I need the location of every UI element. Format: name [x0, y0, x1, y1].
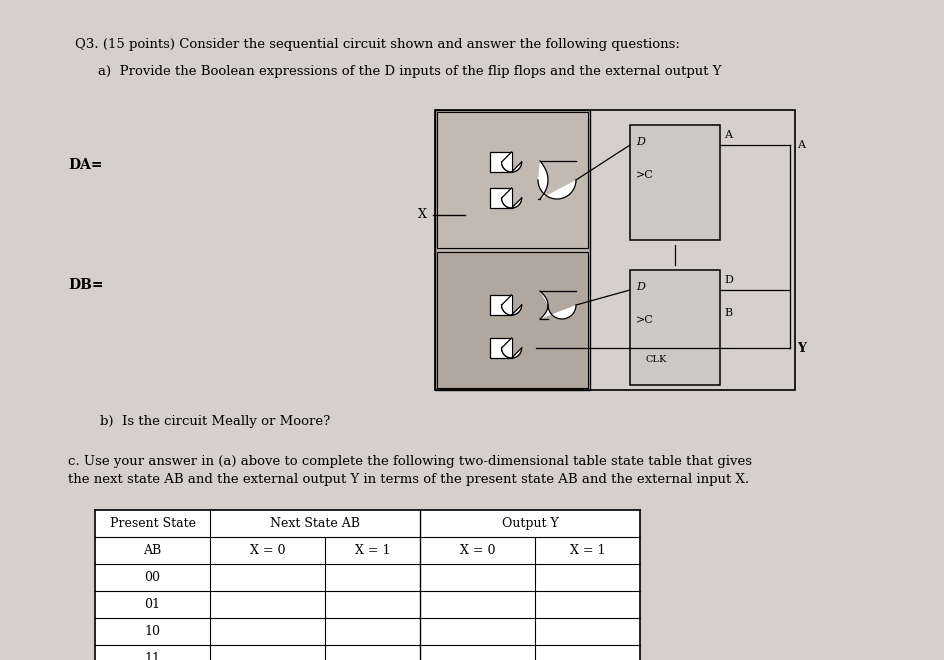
- Bar: [490, 295, 511, 315]
- Text: Next State AB: Next State AB: [270, 517, 360, 530]
- Text: 00: 00: [144, 571, 160, 584]
- Bar: [434, 110, 794, 390]
- Text: X: X: [417, 209, 427, 222]
- Text: c. Use your answer in (a) above to complete the following two-dimensional table : c. Use your answer in (a) above to compl…: [68, 455, 751, 468]
- Bar: [630, 125, 719, 240]
- Text: D: D: [635, 282, 644, 292]
- Polygon shape: [501, 152, 521, 172]
- Text: DA=: DA=: [68, 158, 102, 172]
- Bar: [490, 188, 511, 208]
- Text: a)  Provide the Boolean expressions of the D inputs of the flip flops and the ex: a) Provide the Boolean expressions of th…: [98, 65, 720, 78]
- Text: A: A: [723, 130, 732, 140]
- Text: 01: 01: [144, 598, 160, 611]
- Text: X = 1: X = 1: [354, 544, 390, 557]
- Text: b)  Is the circuit Meally or Moore?: b) Is the circuit Meally or Moore?: [100, 415, 329, 428]
- Text: Q3. (15 points) Consider the sequential circuit shown and answer the following q: Q3. (15 points) Consider the sequential …: [75, 38, 679, 51]
- Bar: [490, 338, 511, 358]
- Bar: [436, 112, 587, 248]
- Text: Output Y: Output Y: [501, 517, 558, 530]
- Bar: [95, 510, 639, 660]
- Text: Y: Y: [796, 341, 805, 354]
- Polygon shape: [537, 161, 576, 199]
- Text: X = 1: X = 1: [569, 544, 604, 557]
- Text: the next state AB and the external output Y in terms of the present state AB and: the next state AB and the external outpu…: [68, 473, 749, 486]
- Text: 11: 11: [144, 652, 160, 660]
- Polygon shape: [501, 188, 521, 208]
- Text: >C: >C: [635, 170, 653, 180]
- Text: AB: AB: [143, 544, 161, 557]
- Bar: [630, 270, 719, 385]
- Text: X = 0: X = 0: [249, 544, 285, 557]
- Bar: [434, 110, 589, 390]
- Polygon shape: [539, 291, 576, 319]
- Text: Present State: Present State: [110, 517, 195, 530]
- Bar: [490, 152, 511, 172]
- Polygon shape: [501, 338, 521, 358]
- Text: DB=: DB=: [68, 278, 104, 292]
- Text: D: D: [723, 275, 733, 285]
- Text: >C: >C: [635, 315, 653, 325]
- Text: 10: 10: [144, 625, 160, 638]
- Text: A: A: [796, 140, 804, 150]
- Text: X = 0: X = 0: [460, 544, 495, 557]
- Text: CLK: CLK: [645, 355, 666, 364]
- Polygon shape: [501, 295, 521, 315]
- Text: D: D: [635, 137, 644, 147]
- Text: B: B: [723, 308, 732, 318]
- Bar: [436, 252, 587, 388]
